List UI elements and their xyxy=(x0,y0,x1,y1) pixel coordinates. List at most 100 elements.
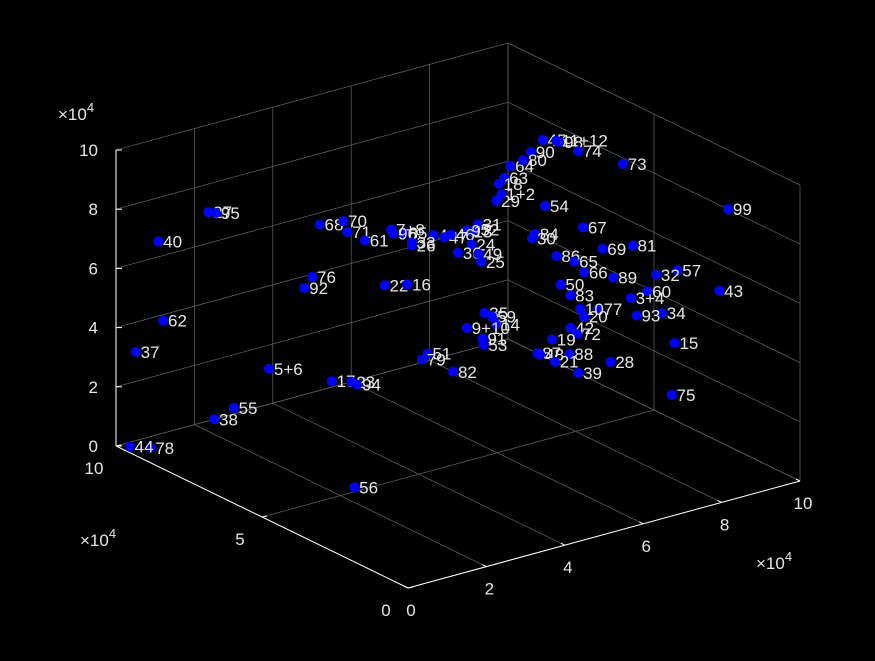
data-point xyxy=(642,286,653,297)
point-label: 84 xyxy=(540,225,559,244)
data-point xyxy=(577,222,588,233)
data-point xyxy=(153,236,164,247)
x-axis-line xyxy=(407,480,801,589)
data-point xyxy=(714,285,725,296)
point-label: 91 xyxy=(487,330,506,349)
data-point xyxy=(461,323,472,334)
point-label: 67 xyxy=(588,218,607,237)
point-label: 77 xyxy=(603,300,622,319)
grid-line xyxy=(115,279,509,388)
grid-lines xyxy=(115,42,801,589)
data-point xyxy=(551,251,562,262)
data-point xyxy=(578,267,589,278)
point-label: 25 xyxy=(486,253,505,272)
z-tick-label: 6 xyxy=(89,259,98,278)
point-label: 51 xyxy=(432,345,451,364)
data-point xyxy=(565,290,576,301)
data-point xyxy=(597,243,608,254)
data-point xyxy=(473,248,484,259)
x-tick xyxy=(638,521,644,525)
data-point xyxy=(526,233,537,244)
grid-line xyxy=(507,161,801,304)
point-label: 31 xyxy=(483,215,502,234)
point-label: 70 xyxy=(348,212,367,231)
data-point xyxy=(447,366,458,377)
z-tick-label: 8 xyxy=(89,200,98,219)
point-label: 92 xyxy=(309,279,328,298)
x-tick-label: 8 xyxy=(720,515,729,534)
point-label: 69 xyxy=(607,240,626,259)
grid-line xyxy=(115,101,509,210)
x-tick xyxy=(403,585,409,589)
point-label: 79 xyxy=(427,351,446,370)
point-label: 83 xyxy=(575,286,594,305)
data-point xyxy=(656,308,667,319)
point-label: 37 xyxy=(141,343,160,362)
point-label: 74 xyxy=(583,142,602,161)
y-multiplier: ×104 xyxy=(80,526,116,550)
grid-line xyxy=(507,279,801,423)
point-label: 33 xyxy=(417,233,436,252)
data-point xyxy=(263,363,274,374)
data-point xyxy=(338,216,349,227)
point-label: 95 xyxy=(221,204,240,223)
data-point xyxy=(551,135,562,146)
point-label: 52 xyxy=(480,220,499,239)
data-point xyxy=(722,204,733,215)
x-tick xyxy=(717,499,722,503)
point-label: 54 xyxy=(550,197,569,216)
data-point xyxy=(359,235,370,246)
point-label: 38 xyxy=(219,410,238,429)
data-point xyxy=(428,230,439,241)
data-point xyxy=(493,178,504,189)
data-point xyxy=(479,307,490,318)
point-label: 89 xyxy=(618,269,637,288)
point-label: 76 xyxy=(317,268,336,287)
data-point xyxy=(379,280,390,291)
data-point xyxy=(158,315,169,326)
y-tick-label: 0 xyxy=(381,601,390,620)
data-point xyxy=(572,146,583,157)
point-label: 78 xyxy=(155,439,174,458)
x-tick-label: 0 xyxy=(406,601,415,620)
data-point xyxy=(478,339,489,350)
data-point xyxy=(299,283,310,294)
z-tick-label: 0 xyxy=(89,437,98,456)
point-label: 75 xyxy=(677,386,696,405)
point-label: 82 xyxy=(458,363,477,382)
grid-line xyxy=(507,220,801,363)
point-label: 57 xyxy=(682,261,701,280)
y-tick xyxy=(407,586,414,589)
data-point xyxy=(505,160,516,171)
data-point xyxy=(555,279,566,290)
grid-line xyxy=(507,42,801,186)
point-label: 55 xyxy=(239,399,258,418)
data-point xyxy=(535,349,546,360)
grid-line xyxy=(261,409,655,518)
data-point xyxy=(466,239,477,250)
data-point xyxy=(388,228,398,239)
point-label: 44 xyxy=(135,438,154,457)
z-multiplier: ×104 xyxy=(58,100,94,124)
data-point xyxy=(452,247,463,258)
data-point xyxy=(475,256,486,267)
data-point xyxy=(537,135,548,146)
point-label: 26 xyxy=(417,236,436,255)
point-label: 81 xyxy=(638,237,657,256)
point-label: 49 xyxy=(483,245,502,264)
data-point xyxy=(574,303,585,314)
data-point xyxy=(326,376,337,387)
data-point xyxy=(578,311,589,322)
point-label: 11+12 xyxy=(561,132,607,151)
data-point xyxy=(525,147,536,158)
data-point xyxy=(608,272,619,283)
z-tick-label: 4 xyxy=(89,319,98,338)
data-point xyxy=(549,356,560,367)
data-point xyxy=(517,155,528,166)
data-point xyxy=(625,293,636,303)
point-label: 5+6 xyxy=(274,360,303,379)
data-point xyxy=(627,240,638,251)
grid-line xyxy=(115,161,509,269)
